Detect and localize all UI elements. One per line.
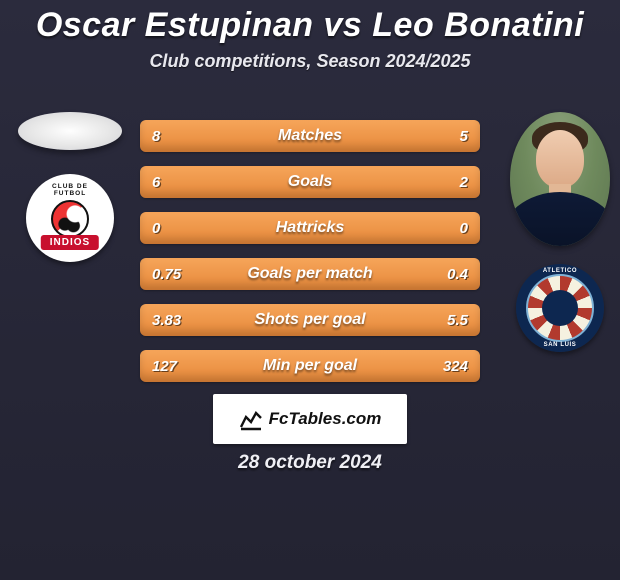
stat-label: Min per goal — [263, 357, 357, 375]
stat-row-goals-per-match: 0.75 Goals per match 0.4 — [140, 258, 480, 290]
avatar-shirt — [510, 192, 610, 246]
club2-text-top: ATLETICO — [543, 268, 577, 274]
club1-band-text: INDIOS — [41, 235, 99, 250]
stat-left-value: 0 — [152, 212, 160, 244]
source-brand-text: FcTables.com — [269, 409, 382, 429]
stat-right-value: 0 — [460, 212, 468, 244]
club2-center — [542, 290, 578, 326]
subtitle: Club competitions, Season 2024/2025 — [0, 51, 620, 72]
stat-label: Goals per match — [247, 265, 372, 283]
stat-row-matches: 8 Matches 5 — [140, 120, 480, 152]
stat-left-value: 6 — [152, 166, 160, 198]
soccer-ball-icon — [51, 200, 89, 238]
stat-label: Goals — [288, 173, 332, 191]
title-player2: Leo Bonatini — [372, 6, 584, 44]
club1-arc-text: CLUB DE FUTBOL — [48, 183, 92, 197]
stat-row-min-per-goal: 127 Min per goal 324 — [140, 350, 480, 382]
player1-photo-placeholder — [18, 112, 122, 150]
player2-photo — [510, 112, 610, 246]
stat-row-goals: 6 Goals 2 — [140, 166, 480, 198]
stat-label: Shots per goal — [254, 311, 365, 329]
stat-row-hattricks: 0 Hattricks 0 — [140, 212, 480, 244]
stat-left-value: 8 — [152, 120, 160, 152]
stat-right-value: 324 — [443, 350, 468, 382]
stat-label: Hattricks — [276, 219, 344, 237]
stats-list: 8 Matches 5 6 Goals 2 0 Hattricks 0 0.75… — [140, 120, 480, 396]
avatar-head — [536, 130, 584, 188]
stat-left-value: 127 — [152, 350, 177, 382]
right-player-column: ATLETICO SAN LUIS — [490, 112, 620, 352]
club2-text-bot: SAN LUIS — [544, 342, 577, 348]
left-player-column: CLUB DE FUTBOL INDIOS — [10, 112, 130, 262]
snapshot-date: 28 october 2024 — [238, 452, 382, 474]
stat-right-value: 5 — [460, 120, 468, 152]
player2-club-badge: ATLETICO SAN LUIS — [516, 264, 604, 352]
comparison-card: Oscar Estupinan vs Leo Bonatini Club com… — [0, 0, 620, 580]
title-player1: Oscar Estupinan — [36, 6, 314, 44]
stat-right-value: 0.4 — [447, 258, 468, 290]
stat-right-value: 2 — [460, 166, 468, 198]
stat-row-shots-per-goal: 3.83 Shots per goal 5.5 — [140, 304, 480, 336]
chart-icon — [239, 407, 263, 431]
stat-left-value: 0.75 — [152, 258, 181, 290]
stat-right-value: 5.5 — [447, 304, 468, 336]
title-vs: vs — [323, 6, 362, 44]
player1-club-badge: CLUB DE FUTBOL INDIOS — [26, 174, 114, 262]
source-badge[interactable]: FcTables.com — [213, 394, 407, 444]
stat-left-value: 3.83 — [152, 304, 181, 336]
stat-label: Matches — [278, 127, 342, 145]
page-title: Oscar Estupinan vs Leo Bonatini — [0, 0, 620, 45]
